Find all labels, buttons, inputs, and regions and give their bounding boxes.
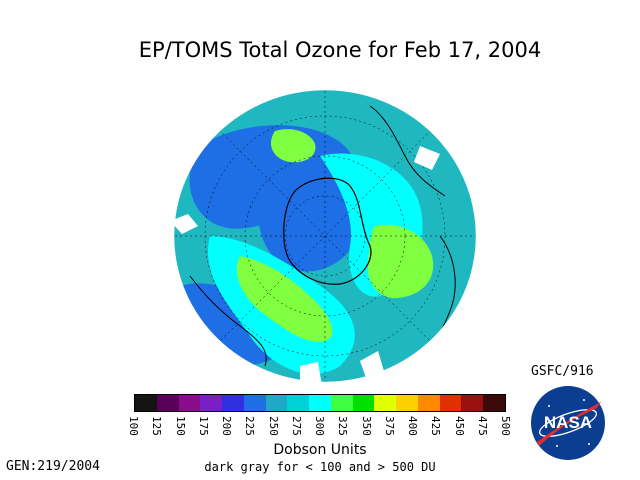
ozone-high-region-3 [270,129,316,163]
color-swatch [265,395,288,411]
nasa-logo: NASA [531,386,605,460]
units-label: Dobson Units [273,442,367,458]
missing-data-gap-1 [174,214,198,234]
antarctica-outline [283,177,372,285]
credit-label: GSFC/916 [531,364,594,379]
color-swatch [135,395,157,411]
color-scale-bar [134,394,506,412]
generated-label: GEN:219/2004 [6,459,100,474]
color-swatch [374,395,397,411]
meridian-line-3 [204,115,446,357]
missing-data-gap-5 [360,351,384,378]
color-swatch [200,395,223,411]
ozone-map [173,89,477,383]
meridian-line-4 [204,115,446,357]
color-swatch [461,395,484,411]
ozone-high-region-1 [367,224,434,299]
missing-data-gap-3 [414,146,440,170]
color-swatch [483,395,506,411]
color-swatch [417,395,440,411]
color-swatch [287,395,310,411]
color-swatch [309,395,331,411]
ozone-high-region-2 [236,256,333,342]
color-swatch [330,395,353,411]
color-swatch [222,395,244,411]
color-swatch [156,395,179,411]
globe-edge [173,89,477,383]
range-note: dark gray for < 100 and > 500 DU [204,460,436,474]
australia-outline [189,275,267,367]
missing-data-gap-4 [300,362,322,382]
map-title: EP/TOMS Total Ozone for Feb 17, 2004 [138,38,542,62]
color-swatch [352,395,375,411]
color-swatch [439,395,462,411]
ozone-field [174,90,476,382]
nasa-logo-text: NASA [544,413,592,432]
color-swatch [243,395,266,411]
color-swatch [178,395,201,411]
color-swatch [396,395,418,411]
ozone-low-region-2 [257,172,362,272]
missing-data-gap-2 [216,96,238,120]
